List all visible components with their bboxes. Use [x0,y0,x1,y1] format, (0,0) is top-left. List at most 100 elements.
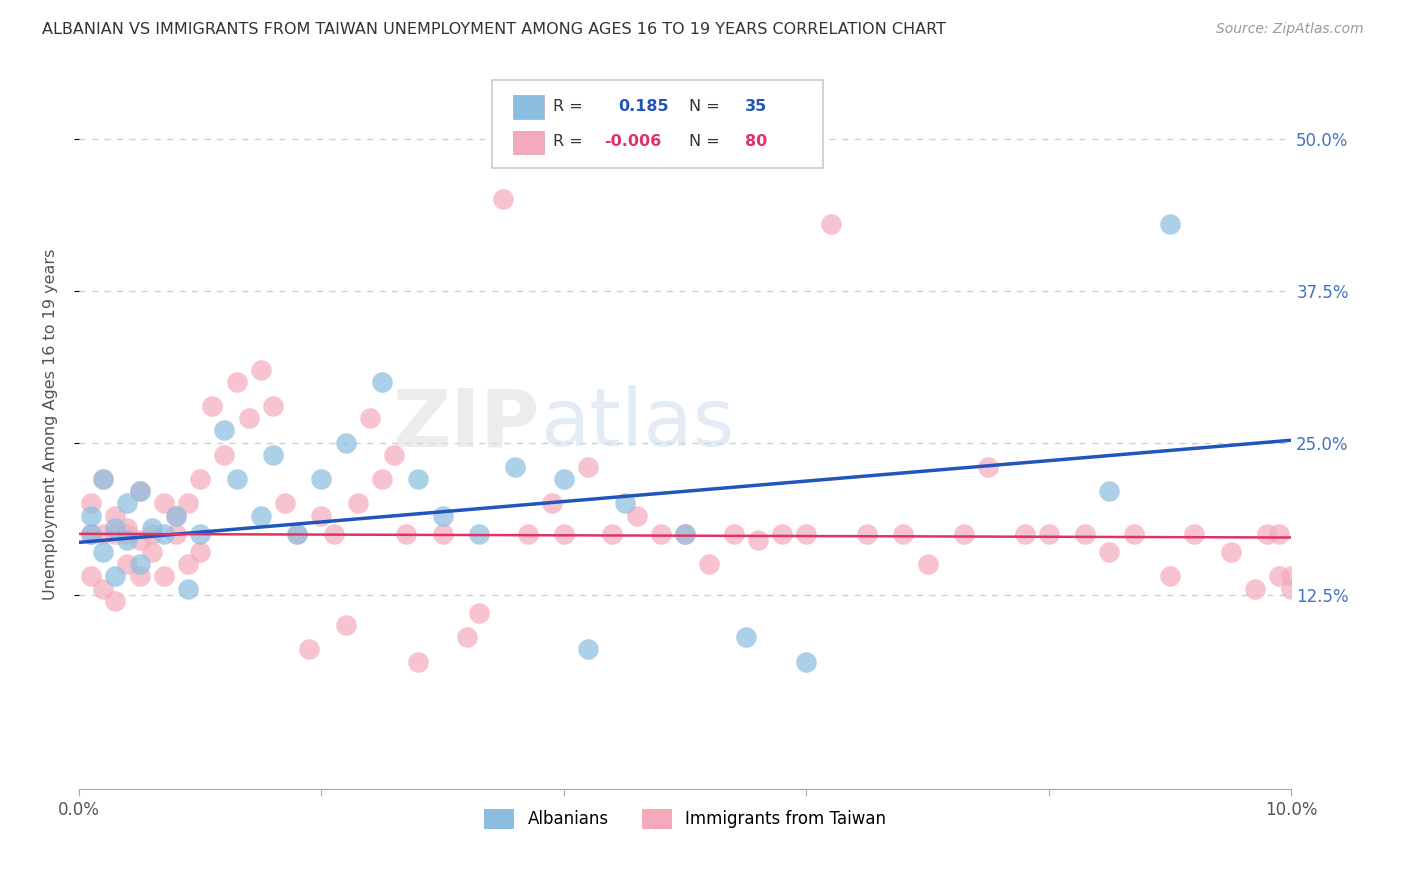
Point [1122,526,1144,541]
Point [117,496,139,510]
Point [80,526,103,541]
Point [408,472,430,486]
Point [796,526,818,541]
Point [311,508,333,523]
Point [1256,526,1278,541]
Point [225,375,247,389]
Point [1279,569,1302,583]
Point [734,630,756,644]
Point [1182,526,1205,541]
Point [214,424,236,438]
Point [188,472,211,486]
Point [382,448,405,462]
Point [468,526,491,541]
Point [1244,582,1267,596]
Point [104,508,127,523]
Point [1219,545,1241,559]
Point [796,655,818,669]
Point [1159,569,1181,583]
Point [516,526,538,541]
Legend: Albanians, Immigrants from Taiwan: Albanians, Immigrants from Taiwan [478,802,893,836]
Point [153,569,176,583]
Point [262,448,284,462]
Point [249,362,271,376]
Y-axis label: Unemployment Among Ages 16 to 19 years: Unemployment Among Ages 16 to 19 years [44,249,58,600]
Point [165,508,187,523]
Point [285,526,308,541]
Point [335,435,357,450]
Point [1268,569,1291,583]
Point [1279,582,1302,596]
Point [177,496,200,510]
Point [104,526,127,541]
Point [432,526,454,541]
Point [104,569,127,583]
Point [576,642,599,657]
Point [141,545,163,559]
Point [188,526,211,541]
Point [128,569,150,583]
Text: N =: N = [689,135,720,149]
Point [274,496,297,510]
Point [613,496,636,510]
Point [104,593,127,607]
Point [1074,526,1097,541]
Point [80,496,103,510]
Point [1098,484,1121,499]
Point [91,545,114,559]
Point [408,655,430,669]
Point [977,460,1000,475]
Point [285,526,308,541]
Point [141,521,163,535]
Text: N =: N = [689,99,720,113]
Point [80,508,103,523]
Point [747,533,769,547]
Text: R =: R = [553,135,582,149]
Point [298,642,321,657]
Point [80,569,103,583]
Point [91,526,114,541]
Point [346,496,368,510]
Point [153,496,176,510]
Point [602,526,624,541]
Point [456,630,478,644]
Point [128,484,150,499]
Point [117,526,139,541]
Point [540,496,562,510]
Point [188,545,211,559]
Point [723,526,745,541]
Point [1098,545,1121,559]
Point [699,558,721,572]
Point [893,526,915,541]
Point [553,526,575,541]
Point [650,526,672,541]
Point [177,582,200,596]
Point [91,582,114,596]
Point [953,526,976,541]
Point [91,472,114,486]
Point [91,472,114,486]
Text: Source: ZipAtlas.com: Source: ZipAtlas.com [1216,22,1364,37]
Point [856,526,879,541]
Text: -0.006: -0.006 [605,135,662,149]
Point [626,508,648,523]
Point [128,533,150,547]
Point [165,508,187,523]
Point [249,508,271,523]
Point [201,399,224,413]
Point [80,526,103,541]
Point [225,472,247,486]
Point [492,193,515,207]
Point [238,411,260,425]
Point [505,460,527,475]
Point [1014,526,1036,541]
Point [1159,217,1181,231]
Point [1038,526,1060,541]
Point [128,558,150,572]
Point [117,533,139,547]
Point [117,521,139,535]
Point [117,558,139,572]
Text: ZIP: ZIP [392,385,540,464]
Point [553,472,575,486]
Point [262,399,284,413]
